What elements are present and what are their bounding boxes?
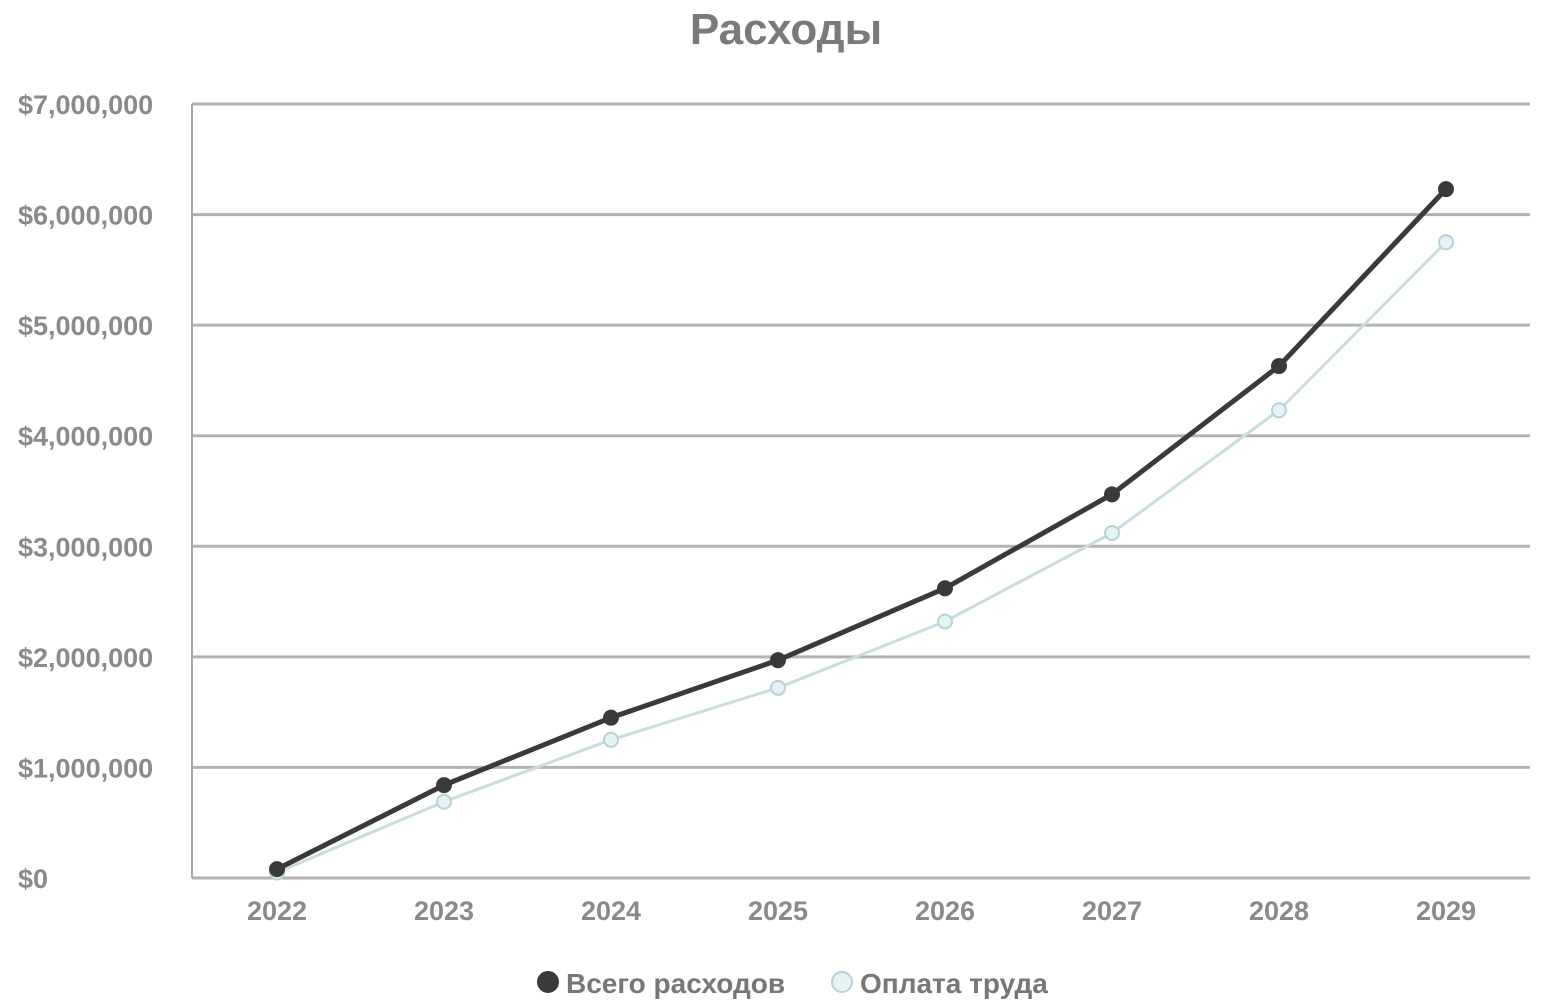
y-tick-label: $2,000,000 — [18, 643, 153, 673]
legend-label: Оплата труда — [860, 968, 1048, 999]
data-point — [269, 861, 285, 878]
data-point — [770, 652, 786, 669]
series-line — [274, 186, 1449, 872]
chart-title: Расходы — [690, 5, 882, 54]
legend-label: Всего расходов — [566, 968, 785, 999]
legend-item: Оплата труда — [831, 968, 1048, 999]
y-tick-label: $7,000,000 — [18, 90, 153, 120]
y-tick-label: $0 — [18, 864, 48, 894]
x-tick-label: 2027 — [1082, 896, 1142, 926]
data-point — [603, 731, 619, 748]
x-tick-label: 2028 — [1249, 896, 1309, 926]
data-point — [1438, 181, 1454, 198]
y-tick-label: $3,000,000 — [18, 532, 153, 562]
y-tick-label: $5,000,000 — [18, 311, 153, 341]
series-line — [275, 240, 1448, 874]
legend-marker — [831, 971, 853, 993]
x-tick-label: 2022 — [247, 896, 307, 926]
legend-marker — [537, 971, 559, 993]
data-point — [1271, 402, 1287, 419]
data-point — [937, 580, 953, 597]
x-tick-label: 2023 — [414, 896, 474, 926]
data-point — [1104, 486, 1120, 503]
data-point — [770, 679, 786, 696]
data-point — [436, 777, 452, 794]
y-tick-label: $1,000,000 — [18, 753, 153, 783]
data-point — [603, 709, 619, 726]
x-axis-ticks: 2022 2023 2024 2025 2026 2027 2028 2029 — [247, 896, 1476, 926]
y-tick-label: $4,000,000 — [18, 422, 153, 452]
legend-item: Всего расходов — [537, 968, 785, 999]
grid — [191, 102, 1530, 880]
y-axis-ticks: $0 $1,000,000 $2,000,000 $3,000,000 $4,000,0… — [18, 90, 153, 894]
data-point — [1438, 234, 1454, 251]
x-tick-label: 2024 — [581, 896, 641, 926]
series-1 — [269, 181, 1454, 878]
data-point — [436, 793, 452, 810]
data-point — [1104, 525, 1120, 542]
data-point — [1271, 358, 1287, 375]
y-tick-label: $6,000,000 — [18, 201, 153, 231]
x-tick-label: 2029 — [1416, 896, 1476, 926]
series-group — [269, 181, 1454, 881]
data-point — [937, 613, 953, 630]
legend: Всего расходов Оплата труда — [537, 968, 1048, 999]
x-tick-label: 2026 — [915, 896, 975, 926]
x-tick-label: 2025 — [748, 896, 808, 926]
